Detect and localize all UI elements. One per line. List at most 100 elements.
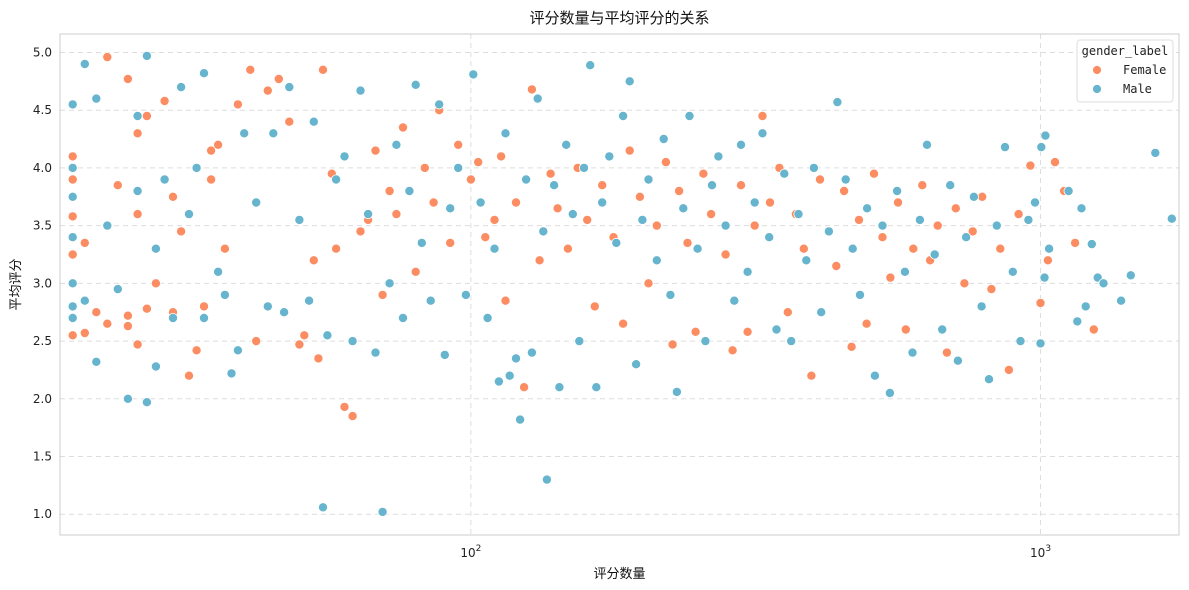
data-point-male bbox=[561, 139, 572, 150]
data-point-male bbox=[67, 278, 78, 289]
data-point-female bbox=[526, 84, 537, 95]
data-point-female bbox=[742, 326, 753, 337]
data-point-female bbox=[861, 318, 872, 329]
data-point-female bbox=[473, 157, 484, 168]
data-point-female bbox=[815, 174, 826, 185]
data-point-male bbox=[460, 289, 471, 300]
data-point-female bbox=[183, 370, 194, 381]
data-point-male bbox=[213, 266, 224, 277]
data-point-female bbox=[1025, 160, 1036, 171]
data-point-male bbox=[742, 266, 753, 277]
data-point-female bbox=[102, 52, 113, 63]
data-point-female bbox=[706, 209, 717, 220]
data-point-male bbox=[597, 197, 608, 208]
data-point-female bbox=[347, 411, 358, 422]
data-point-male bbox=[968, 191, 979, 202]
data-point-female bbox=[273, 74, 284, 85]
data-point-male bbox=[363, 209, 374, 220]
data-point-female bbox=[1088, 324, 1099, 335]
data-point-female bbox=[757, 111, 768, 122]
data-point-female bbox=[122, 310, 133, 321]
data-point-male bbox=[579, 162, 590, 173]
data-point-male bbox=[150, 243, 161, 254]
data-point-female bbox=[251, 336, 262, 347]
data-point-female bbox=[749, 220, 760, 231]
data-point-female bbox=[798, 243, 809, 254]
data-point-male bbox=[1039, 272, 1050, 283]
data-point-male bbox=[786, 336, 797, 347]
data-point-female bbox=[141, 111, 152, 122]
data-point-male bbox=[877, 220, 888, 231]
data-point-female bbox=[1050, 157, 1061, 168]
x-tick-label: 103 bbox=[1030, 544, 1051, 560]
data-point-male bbox=[991, 220, 1002, 231]
data-point-male bbox=[832, 97, 843, 108]
data-point-female bbox=[552, 203, 563, 214]
data-point-female bbox=[355, 226, 366, 237]
data-point-female bbox=[582, 214, 593, 225]
data-point-male bbox=[779, 168, 790, 179]
legend: gender_label Female Male bbox=[1076, 39, 1174, 103]
data-point-male bbox=[391, 139, 402, 150]
data-point-male bbox=[355, 85, 366, 96]
data-point-male bbox=[112, 284, 123, 295]
data-point-male bbox=[1007, 266, 1018, 277]
data-point-female bbox=[317, 64, 328, 75]
data-point-female bbox=[410, 266, 421, 277]
data-point-male bbox=[347, 336, 358, 347]
data-point-male bbox=[67, 232, 78, 243]
data-point-male bbox=[268, 128, 279, 139]
data-point-female bbox=[284, 116, 295, 127]
data-point-female bbox=[589, 301, 600, 312]
y-tick-label: 3.5 bbox=[33, 219, 52, 233]
data-point-male bbox=[397, 312, 408, 323]
data-point-male bbox=[549, 180, 560, 191]
data-point-female bbox=[496, 151, 507, 162]
data-point-male bbox=[239, 128, 250, 139]
data-point-male bbox=[914, 214, 925, 225]
data-point-male bbox=[643, 174, 654, 185]
data-point-male bbox=[370, 347, 381, 358]
data-point-male bbox=[651, 255, 662, 266]
data-point-male bbox=[771, 324, 782, 335]
data-point-female bbox=[150, 278, 161, 289]
data-point-male bbox=[840, 174, 851, 185]
data-point-female bbox=[519, 382, 530, 393]
data-point-male bbox=[1044, 243, 1055, 254]
data-point-male bbox=[984, 374, 995, 385]
data-point-female bbox=[262, 85, 273, 96]
data-point-male bbox=[692, 243, 703, 254]
data-point-female bbox=[384, 185, 395, 196]
data-point-female bbox=[1042, 255, 1053, 266]
data-point-male bbox=[764, 232, 775, 243]
data-point-male bbox=[1166, 213, 1177, 224]
data-point-female bbox=[159, 96, 170, 107]
data-point-male bbox=[793, 209, 804, 220]
data-point-female bbox=[917, 180, 928, 191]
data-point-male bbox=[567, 209, 578, 220]
data-point-male bbox=[707, 180, 718, 191]
data-point-male bbox=[294, 214, 305, 225]
data-point-female bbox=[67, 151, 78, 162]
data-point-female bbox=[67, 174, 78, 185]
data-point-male bbox=[377, 506, 388, 517]
data-point-female bbox=[782, 307, 793, 318]
legend-title: gender_label bbox=[1082, 44, 1169, 58]
data-point-female bbox=[618, 318, 629, 329]
data-point-female bbox=[651, 220, 662, 231]
data-point-male bbox=[665, 289, 676, 300]
data-point-male bbox=[713, 151, 724, 162]
data-point-male bbox=[500, 128, 511, 139]
data-point-female bbox=[500, 295, 511, 306]
data-point-male bbox=[251, 197, 262, 208]
data-point-male bbox=[404, 185, 415, 196]
data-point-male bbox=[317, 502, 328, 513]
data-point-male bbox=[757, 128, 768, 139]
data-point-male bbox=[618, 111, 629, 122]
data-point-female bbox=[534, 255, 545, 266]
legend-marker-female bbox=[1092, 65, 1102, 75]
data-point-male bbox=[658, 133, 669, 144]
data-point-male bbox=[122, 393, 133, 404]
data-point-female bbox=[191, 345, 202, 356]
